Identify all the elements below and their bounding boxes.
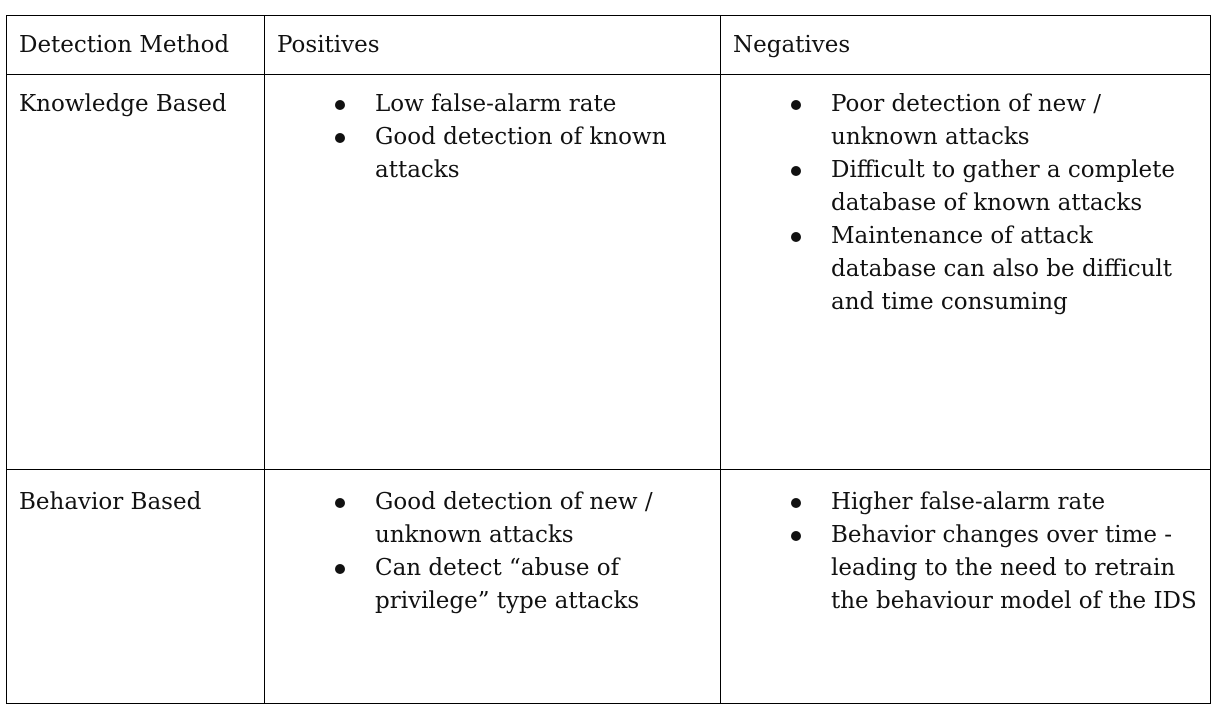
negatives-list: Poor detection of new / unknown attacks … [733,88,1198,319]
list-item: Good detection of known attacks [277,121,708,187]
negatives-list: Higher false-alarm rate Behavior changes… [733,486,1198,618]
list-item: Behavior changes over time - leading to … [733,519,1198,618]
list-item: Poor detection of new / unknown attacks [733,88,1198,154]
header-detection-method: Detection Method [6,15,265,75]
comparison-table: Detection Method Positives Negatives Kno… [6,15,1211,704]
method-cell: Behavior Based [6,469,265,704]
positives-cell: Low false-alarm rate Good detection of k… [264,74,721,470]
list-item: Good detection of new / unknown attacks [277,486,708,552]
list-item: Low false-alarm rate [277,88,708,121]
header-negatives: Negatives [720,15,1211,75]
positives-list: Low false-alarm rate Good detection of k… [277,88,708,187]
table-header-row: Detection Method Positives Negatives [6,15,1211,75]
negatives-cell: Higher false-alarm rate Behavior changes… [720,469,1211,704]
negatives-cell: Poor detection of new / unknown attacks … [720,74,1211,470]
method-cell: Knowledge Based [6,74,265,470]
positives-cell: Good detection of new / unknown attacks … [264,469,721,704]
list-item: Difficult to gather a complete database … [733,154,1198,220]
table-row: Behavior Based Good detection of new / u… [6,469,1211,704]
list-item: Maintenance of attack database can also … [733,220,1198,319]
table-row: Knowledge Based Low false-alarm rate Goo… [6,74,1211,470]
list-item: Can detect “abuse of privilege” type att… [277,552,708,618]
list-item: Higher false-alarm rate [733,486,1198,519]
header-positives: Positives [264,15,721,75]
positives-list: Good detection of new / unknown attacks … [277,486,708,618]
